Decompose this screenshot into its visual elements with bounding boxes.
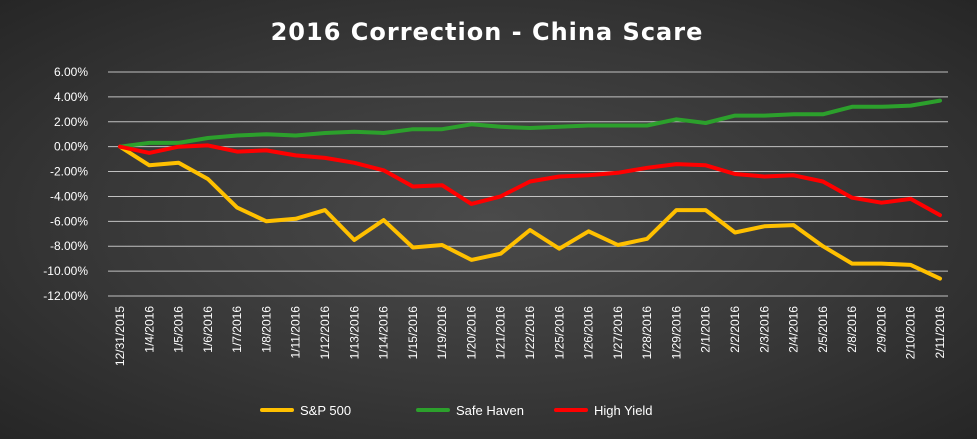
x-tick-label: 2/5/2016 <box>816 306 830 353</box>
x-tick-label: 2/4/2016 <box>787 306 801 353</box>
y-tick-label: -4.00% <box>50 189 88 203</box>
x-tick-label: 2/11/2016 <box>933 306 947 359</box>
x-tick-label: 1/7/2016 <box>230 306 244 353</box>
x-tick-label: 1/27/2016 <box>611 306 625 360</box>
legend: S&P 500 Safe Haven High Yield <box>260 403 653 418</box>
y-tick-label: -2.00% <box>50 165 88 179</box>
y-tick-label: 4.00% <box>54 90 88 104</box>
y-tick-label: -6.00% <box>50 214 88 228</box>
x-tick-label: 1/14/2016 <box>377 306 391 360</box>
chart-title: 2016 Correction - China Scare <box>271 18 704 46</box>
x-tick-label: 1/26/2016 <box>582 306 596 360</box>
x-tick-label: 1/15/2016 <box>406 306 420 360</box>
series-lines <box>118 98 942 281</box>
x-axis-tick-labels: 12/31/2015 1/4/2016 1/5/2016 1/6/2016 1/7/20… <box>113 306 947 366</box>
x-tick-label: 1/25/2016 <box>552 306 566 360</box>
x-tick-label: 2/3/2016 <box>757 306 771 353</box>
y-tick-label: -10.00% <box>43 264 88 278</box>
x-tick-label: 1/11/2016 <box>289 306 303 359</box>
y-axis-tick-labels: 6.00% 4.00% 2.00% 0.00% -2.00% -4.00% -6.00% -8… <box>43 65 88 303</box>
x-tick-label: 1/5/2016 <box>172 306 186 353</box>
x-tick-label: 1/28/2016 <box>640 306 654 360</box>
y-tick-label: 0.00% <box>54 140 88 154</box>
x-tick-label: 2/8/2016 <box>845 306 859 353</box>
x-tick-label: 1/22/2016 <box>523 306 537 360</box>
x-tick-label: 2/2/2016 <box>728 306 742 353</box>
gridlines <box>108 71 948 297</box>
x-tick-label: 1/21/2016 <box>494 306 508 360</box>
y-tick-label: -12.00% <box>43 289 88 303</box>
x-tick-label: 2/1/2016 <box>699 306 713 353</box>
x-tick-label: 1/4/2016 <box>142 306 156 353</box>
series-line-high-yield <box>118 143 942 218</box>
x-tick-label: 1/6/2016 <box>201 306 215 353</box>
y-tick-label: 2.00% <box>54 115 88 129</box>
y-tick-label: 6.00% <box>54 65 88 79</box>
legend-label: Safe Haven <box>456 403 524 418</box>
legend-label: S&P 500 <box>300 403 351 418</box>
x-tick-label: 1/29/2016 <box>669 306 683 360</box>
legend-label: High Yield <box>594 403 653 418</box>
x-tick-label: 1/12/2016 <box>318 306 332 360</box>
x-tick-label: 2/10/2016 <box>904 306 918 360</box>
x-tick-label: 1/20/2016 <box>464 306 478 360</box>
x-tick-label: 1/19/2016 <box>435 306 449 360</box>
x-tick-label: 1/13/2016 <box>347 306 361 360</box>
y-tick-label: -8.00% <box>50 239 88 253</box>
series-line-s-p-500 <box>118 144 942 281</box>
series-line-safe-haven <box>118 98 942 149</box>
x-tick-label: 12/31/2015 <box>113 306 127 366</box>
x-tick-label: 1/8/2016 <box>259 306 273 353</box>
x-tick-label: 2/9/2016 <box>874 306 888 353</box>
